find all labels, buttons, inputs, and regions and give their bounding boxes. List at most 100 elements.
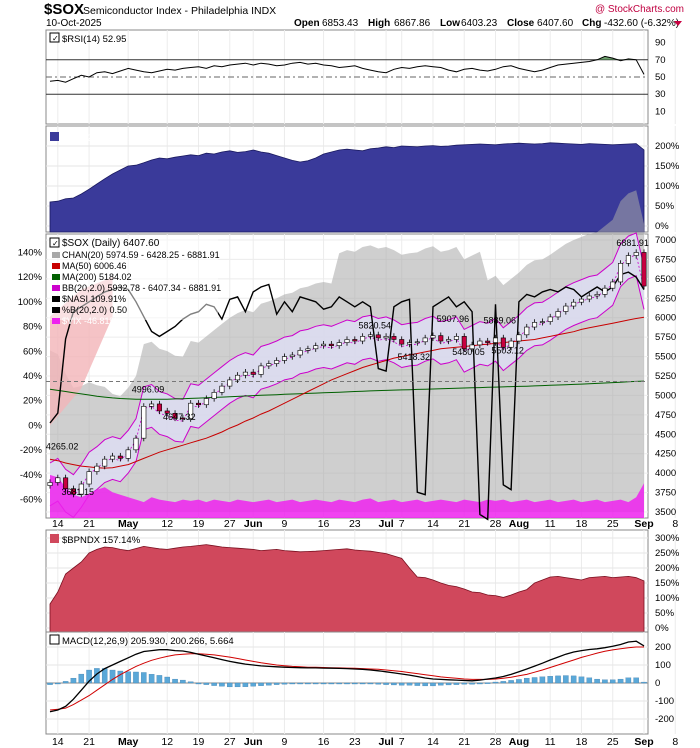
naa-legend-label: $NAA200R 189.82% <box>62 133 150 144</box>
candle-body <box>414 341 420 344</box>
macd-hist-bar <box>469 682 475 685</box>
macd-hist-bar <box>164 676 170 684</box>
naa-tick-label: 100% <box>655 181 680 192</box>
macd-hist-bar <box>203 682 210 685</box>
bpndx-tick-label: 50% <box>655 608 675 619</box>
chg-down-arrow-icon <box>674 21 682 26</box>
macd-hist-bar <box>438 682 444 686</box>
macd-hist-bar <box>625 677 632 684</box>
vix-area <box>50 474 644 518</box>
price-left-tick-label: 100% <box>18 297 43 308</box>
bpndx-tick-label: 300% <box>655 533 680 544</box>
candle-body <box>633 252 639 256</box>
date-label-top: 12 <box>161 518 173 530</box>
macd-hist-bar <box>172 678 178 684</box>
price-tick-label: 7000 <box>655 235 676 246</box>
date-label-bottom: 21 <box>458 736 470 748</box>
price-tick-label: 6000 <box>655 313 676 324</box>
high-label: High <box>368 18 390 29</box>
candle-body <box>610 281 616 289</box>
candle-body <box>453 336 459 340</box>
price-legend-swatch <box>52 296 60 302</box>
candle-body <box>555 311 561 318</box>
bb-upper-line <box>49 232 645 476</box>
macd-hist-bar <box>555 675 561 684</box>
candle-body <box>500 337 506 348</box>
macd-hist-bar <box>297 682 303 685</box>
date-label-top: Sep <box>634 518 653 530</box>
rsi-line <box>49 55 645 83</box>
macd-hist-bar <box>47 682 53 685</box>
macd-hist-bar <box>78 673 85 684</box>
candle-body <box>641 252 647 287</box>
candle-body <box>141 406 147 439</box>
price-annotation: 5503.12 <box>491 345 524 355</box>
chart-date: 10-Oct-2025 <box>46 18 102 29</box>
price-tick-label: 4750 <box>655 410 676 421</box>
candle-body <box>172 413 178 419</box>
candle-body <box>297 350 303 356</box>
price-legend-swatch <box>52 263 60 269</box>
price-annotation: 5820.54 <box>358 321 391 331</box>
macd-hist-bar <box>461 682 467 685</box>
open-value: 6853.43 <box>322 18 359 29</box>
macd-hist-bar <box>219 682 225 687</box>
candle-body <box>461 336 467 350</box>
macd-hist-bar <box>492 681 499 684</box>
macd-hist-bar <box>422 682 428 687</box>
date-label-bottom: 11 <box>545 736 556 748</box>
date-label-top: 21 <box>83 518 95 530</box>
price-tick-label: 4000 <box>655 468 676 479</box>
candle-body <box>328 343 334 346</box>
macd-hist-bar <box>633 677 639 684</box>
macd-hist-bar <box>266 682 272 686</box>
price-left-tick-label: 120% <box>18 272 43 283</box>
candle-body <box>477 340 483 346</box>
bpndx-tick-label: 150% <box>655 578 680 589</box>
candle-body <box>625 255 631 264</box>
date-label-top: 14 <box>427 518 439 530</box>
date-label-top: Jul <box>378 518 393 530</box>
candle-body <box>78 483 84 495</box>
rsi-legend-check-icon: ✓ <box>52 34 59 43</box>
price-left-tick-label: 140% <box>18 247 43 258</box>
macd-hist-bar <box>320 682 327 685</box>
rsi-legend-label: $RSI(14) 52.95 <box>62 34 126 45</box>
candle-body <box>266 363 272 367</box>
macd-hist-bar <box>570 675 577 684</box>
candle-body <box>391 336 397 340</box>
price-tick-label: 5750 <box>655 332 676 343</box>
candle-body <box>86 471 92 485</box>
candle-body <box>94 465 100 472</box>
macd-hist-bar <box>141 672 147 684</box>
macd-hist-bar <box>234 682 241 688</box>
candle-body <box>375 334 381 339</box>
price-annotation: 3681.15 <box>61 487 94 497</box>
candle-body <box>125 449 131 459</box>
price-tick-label: 6500 <box>655 274 676 285</box>
candle-body <box>469 344 475 350</box>
price-annotation: 5418.32 <box>398 352 431 362</box>
candle-body <box>547 316 553 322</box>
bpndx-tick-label: 0% <box>655 623 669 634</box>
date-label-top: 7 <box>399 518 405 530</box>
price-annotation: 6881.91 <box>616 238 649 248</box>
candle-body <box>539 321 545 323</box>
macd-tick-label: -100 <box>655 696 674 707</box>
macd-hist-bar <box>602 679 608 684</box>
macd-tick-label: 100 <box>655 660 671 671</box>
candle-body <box>164 410 170 414</box>
price-tick-label: 3750 <box>655 488 676 499</box>
candle-body <box>336 342 342 346</box>
naa-tick-label: 50% <box>655 201 675 212</box>
macd-tick-label: 200 <box>655 642 671 653</box>
bpndx-area <box>49 544 645 633</box>
macd-hist-bar <box>531 677 538 684</box>
close-label: Close <box>507 18 535 29</box>
candle-body <box>383 336 389 339</box>
macd-hist-bar <box>578 676 585 684</box>
price-annotation: 5480.05 <box>452 347 485 357</box>
macd-hist-bar <box>109 669 116 684</box>
price-tick-label: 6250 <box>655 293 676 304</box>
macd-hist-bar <box>55 682 61 685</box>
